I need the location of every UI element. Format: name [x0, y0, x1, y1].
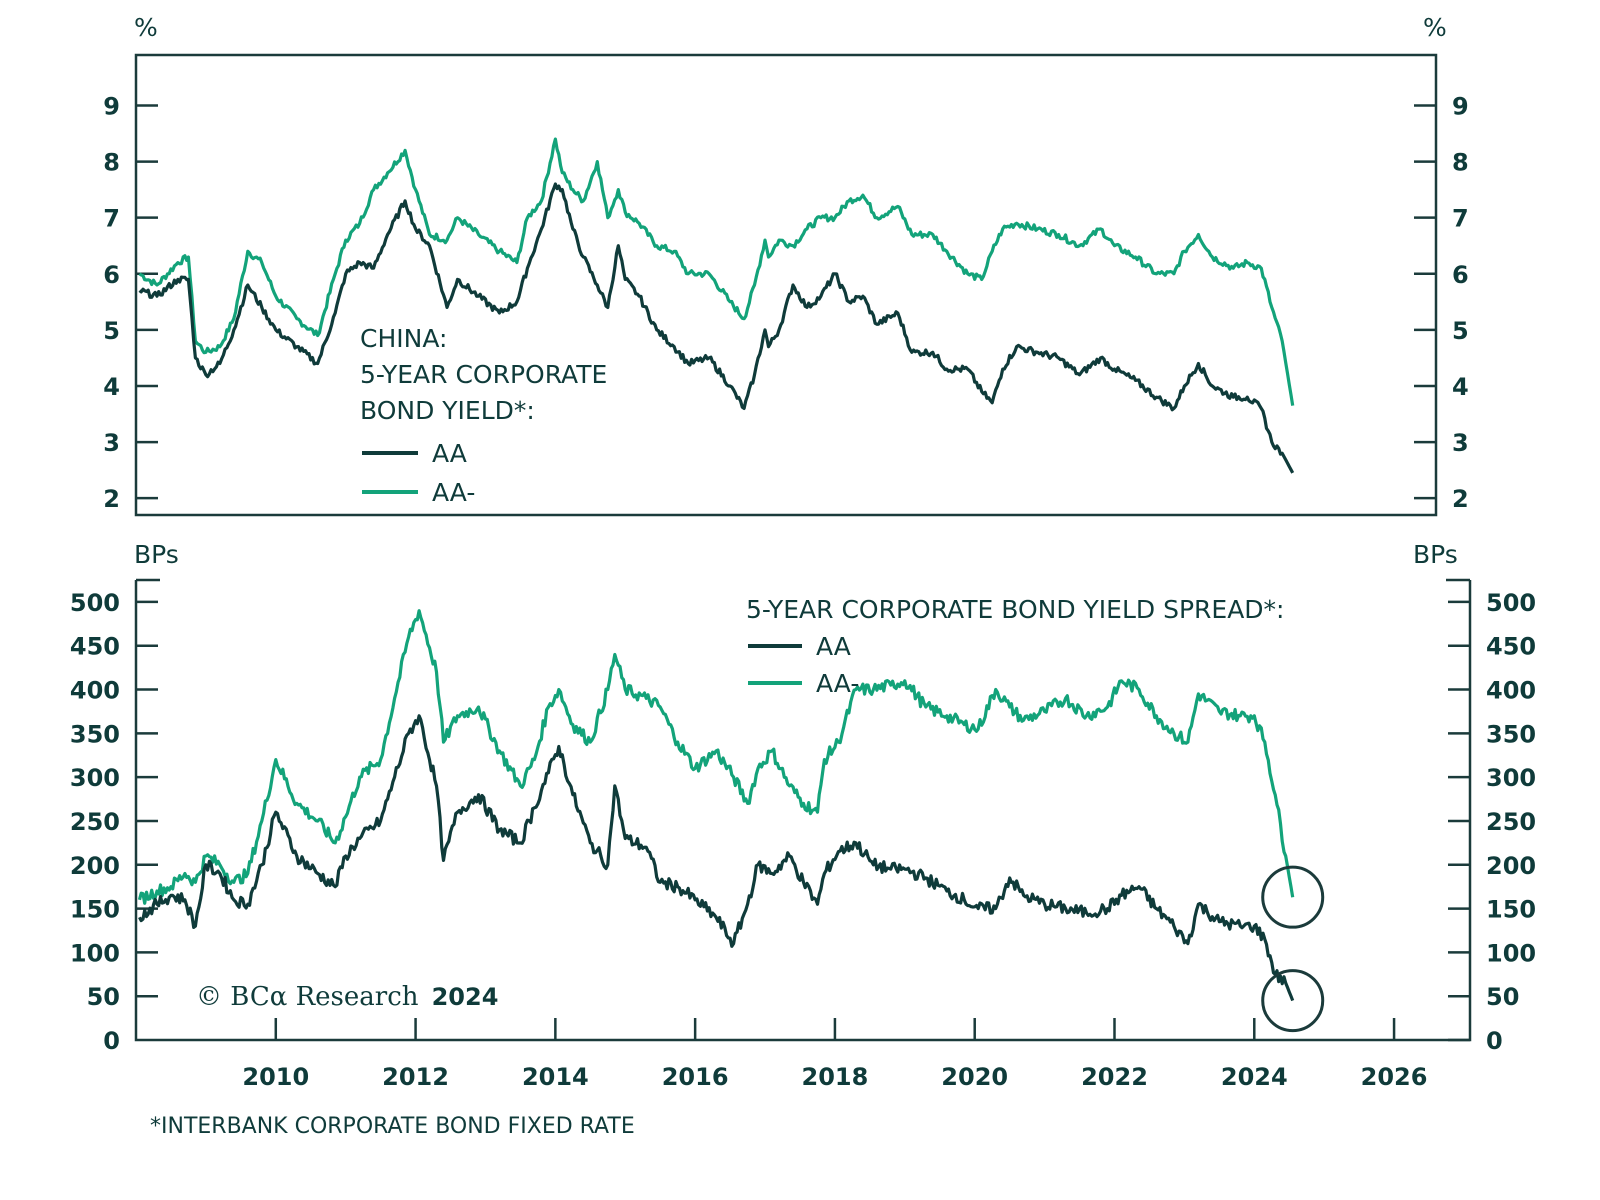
- x-tick-label: 2018: [802, 1063, 869, 1091]
- bottom-legend-title: 5-YEAR CORPORATE BOND YIELD SPREAD*:: [746, 595, 1284, 624]
- y-tick-label-left: 100: [70, 939, 120, 967]
- bottom-panel-frame: [134, 580, 1472, 1042]
- x-axis: 2010 2012 2014 2016 2018 2020 2022 2024 2026: [242, 1018, 1427, 1091]
- y-tick-label-right: 3: [1452, 429, 1469, 457]
- top-legend: CHINA: 5-YEAR CORPORATE BOND YIELD*: AA …: [360, 324, 607, 507]
- series-line-aa-minus: [137, 609, 1295, 905]
- y-tick-label-right: 250: [1486, 808, 1536, 836]
- y-tick-label-right: 6: [1452, 261, 1469, 289]
- y-tick-label-left: 450: [70, 633, 120, 661]
- y-tick-label-right: 300: [1486, 764, 1536, 792]
- bottom-annotations: [1261, 865, 1325, 1033]
- series-line-aa-minus: [138, 137, 1295, 406]
- y-tick-label-left: 500: [70, 589, 120, 617]
- y-tick-label-right: 400: [1486, 677, 1536, 705]
- y-tick-label-left: 9: [103, 92, 120, 120]
- top-left-unit-label: %: [134, 13, 158, 42]
- series-line-aa: [138, 182, 1295, 474]
- y-tick-label-left: 3: [103, 429, 120, 457]
- footnote: *INTERBANK CORPORATE BOND FIXED RATE: [150, 1114, 635, 1139]
- top-plot-area: [138, 137, 1295, 474]
- highlight-circle-aa-minus: [1261, 865, 1325, 929]
- copyright-year: 2024: [432, 983, 499, 1011]
- top-legend-title-line-2: 5-YEAR CORPORATE: [360, 360, 607, 389]
- y-tick-label-right: 2: [1452, 485, 1469, 513]
- y-tick-label-right: 7: [1452, 205, 1469, 233]
- bottom-y-axis: 0 0 50 50 100 100 150 150 200 200 250 250 300 300 350 3…: [70, 589, 1536, 1055]
- top-panel-frame: [134, 53, 1438, 517]
- x-tick-label: 2020: [941, 1063, 1008, 1091]
- x-tick-label: 2022: [1081, 1063, 1148, 1091]
- y-tick-label-right: 350: [1486, 720, 1536, 748]
- y-tick-label-left: 150: [70, 896, 120, 924]
- y-tick-label-right: 50: [1486, 983, 1519, 1011]
- y-tick-label-left: 4: [103, 373, 120, 401]
- x-tick-label: 2024: [1221, 1063, 1288, 1091]
- top-legend-title-line-3: BOND YIELD*:: [360, 396, 535, 425]
- highlight-circle-aa: [1261, 969, 1325, 1033]
- x-tick-label: 2012: [382, 1063, 449, 1091]
- y-tick-label-right: 0: [1486, 1027, 1503, 1055]
- y-tick-label-left: 5: [103, 317, 120, 345]
- y-tick-label-right: 9: [1452, 92, 1469, 120]
- y-tick-label-left: 400: [70, 677, 120, 705]
- top-legend-title-line-1: CHINA:: [360, 324, 447, 353]
- y-tick-label-left: 300: [70, 764, 120, 792]
- y-tick-label-right: 8: [1452, 149, 1469, 177]
- bottom-legend: 5-YEAR CORPORATE BOND YIELD SPREAD*: AA …: [746, 595, 1284, 698]
- x-tick-label: 2010: [242, 1063, 309, 1091]
- y-tick-label-right: 5: [1452, 317, 1469, 345]
- top-right-unit-label: %: [1423, 13, 1447, 42]
- bottom-left-unit-label: BPs: [134, 540, 179, 569]
- y-tick-label-left: 50: [87, 983, 120, 1011]
- y-tick-label-right: 450: [1486, 633, 1536, 661]
- top-legend-aa-minus-label: AA-: [432, 478, 475, 507]
- x-tick-label: 2014: [522, 1063, 589, 1091]
- bottom-legend-aa-label: AA: [816, 632, 851, 661]
- y-tick-label-left: 6: [103, 261, 120, 289]
- y-tick-label-left: 8: [103, 149, 120, 177]
- copyright: © BCα Research 2024: [196, 982, 498, 1012]
- y-tick-label-left: 200: [70, 852, 120, 880]
- y-tick-label-right: 4: [1452, 373, 1469, 401]
- copyright-text: © BCα Research: [196, 982, 419, 1012]
- bottom-plot-area: [137, 609, 1295, 1002]
- y-tick-label-left: 2: [103, 485, 120, 513]
- y-tick-label-left: 250: [70, 808, 120, 836]
- bottom-right-unit-label: BPs: [1413, 540, 1458, 569]
- top-legend-aa-label: AA: [432, 439, 467, 468]
- y-tick-label-right: 100: [1486, 939, 1536, 967]
- y-tick-label-right: 500: [1486, 589, 1536, 617]
- y-tick-label-left: 0: [103, 1027, 120, 1055]
- y-tick-label-right: 200: [1486, 852, 1536, 880]
- x-tick-label: 2016: [662, 1063, 729, 1091]
- bottom-legend-aa-minus-label: AA-: [816, 669, 859, 698]
- y-tick-label-right: 150: [1486, 896, 1536, 924]
- y-tick-label-left: 7: [103, 205, 120, 233]
- x-tick-label: 2026: [1361, 1063, 1428, 1091]
- y-tick-label-left: 350: [70, 720, 120, 748]
- series-line-aa: [138, 714, 1295, 1002]
